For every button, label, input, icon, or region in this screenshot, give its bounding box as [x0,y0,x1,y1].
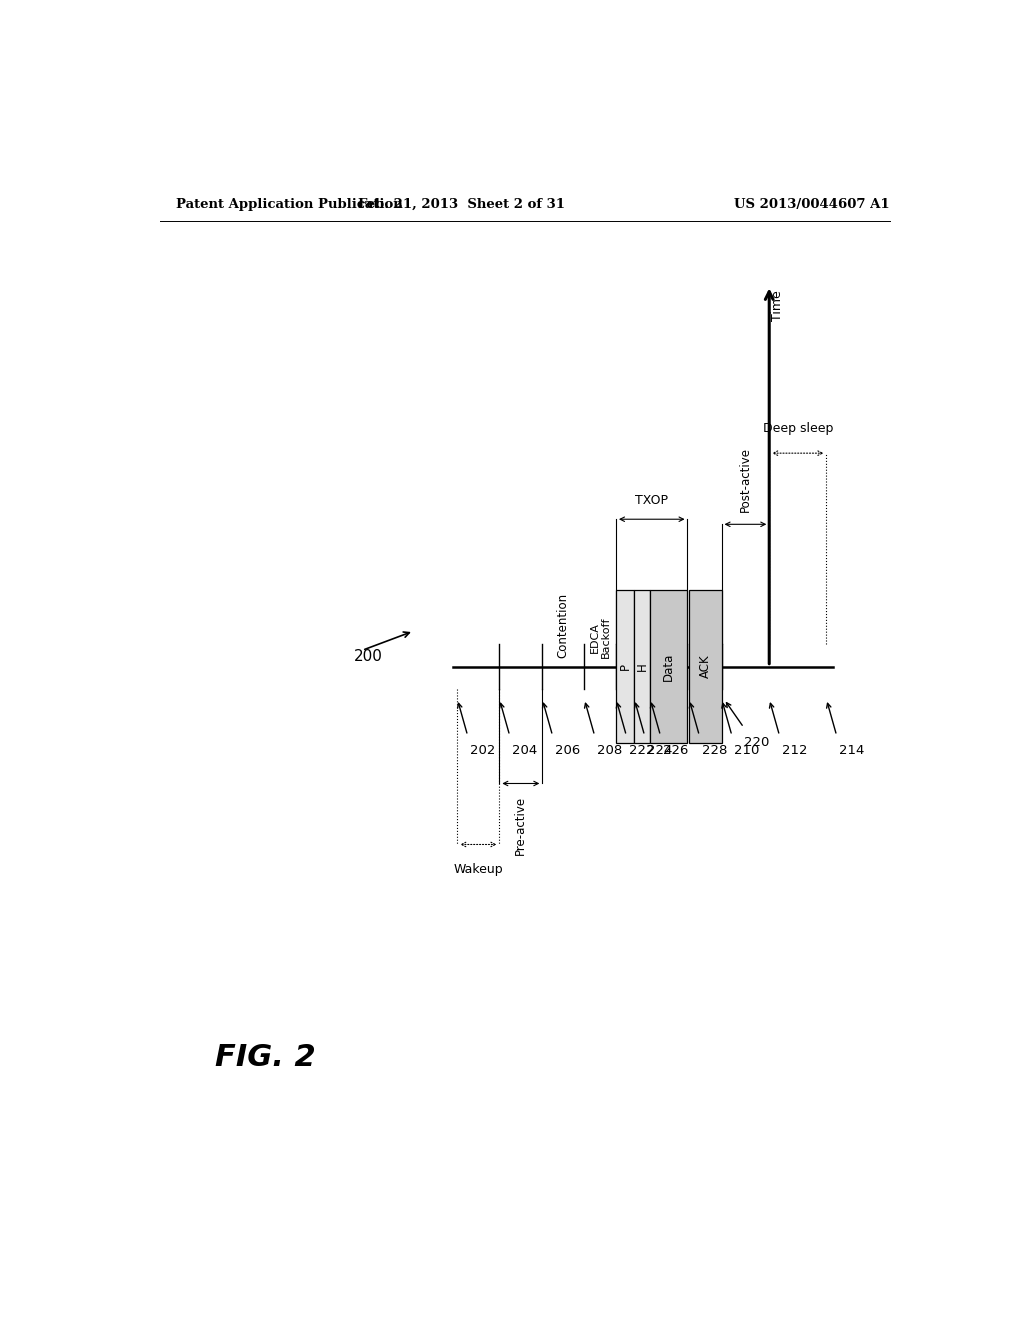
Text: Time: Time [771,290,783,321]
Text: Patent Application Publication: Patent Application Publication [176,198,402,211]
Text: FIG. 2: FIG. 2 [215,1043,316,1072]
Text: Deep sleep: Deep sleep [763,422,833,434]
Text: P: P [618,663,632,671]
Text: 202: 202 [470,744,496,756]
Bar [634,590,650,743]
Text: 200: 200 [354,649,383,664]
Text: 212: 212 [782,744,808,756]
Text: 214: 214 [839,744,864,756]
Text: TXOP: TXOP [635,494,669,507]
Bar [616,590,634,743]
Bar [689,590,722,743]
Text: Post-active: Post-active [739,447,752,512]
Text: 228: 228 [701,744,727,756]
Bar [650,590,687,743]
Text: ACK: ACK [698,655,712,678]
Text: 226: 226 [663,744,688,756]
Text: Data: Data [663,652,676,681]
Text: 220: 220 [743,735,769,748]
Text: Feb. 21, 2013  Sheet 2 of 31: Feb. 21, 2013 Sheet 2 of 31 [357,198,565,211]
Text: Pre-active: Pre-active [514,796,527,855]
Text: 210: 210 [734,744,760,756]
Text: H: H [636,663,649,671]
Text: 208: 208 [597,744,623,756]
Text: EDCA
Backoff: EDCA Backoff [590,616,611,659]
Text: 222: 222 [629,744,654,756]
Text: US 2013/0044607 A1: US 2013/0044607 A1 [734,198,890,211]
Text: 204: 204 [512,744,538,756]
Text: Wakeup: Wakeup [454,863,503,875]
Text: 206: 206 [555,744,581,756]
Text: 224: 224 [647,744,673,756]
Text: Contention: Contention [557,594,569,659]
